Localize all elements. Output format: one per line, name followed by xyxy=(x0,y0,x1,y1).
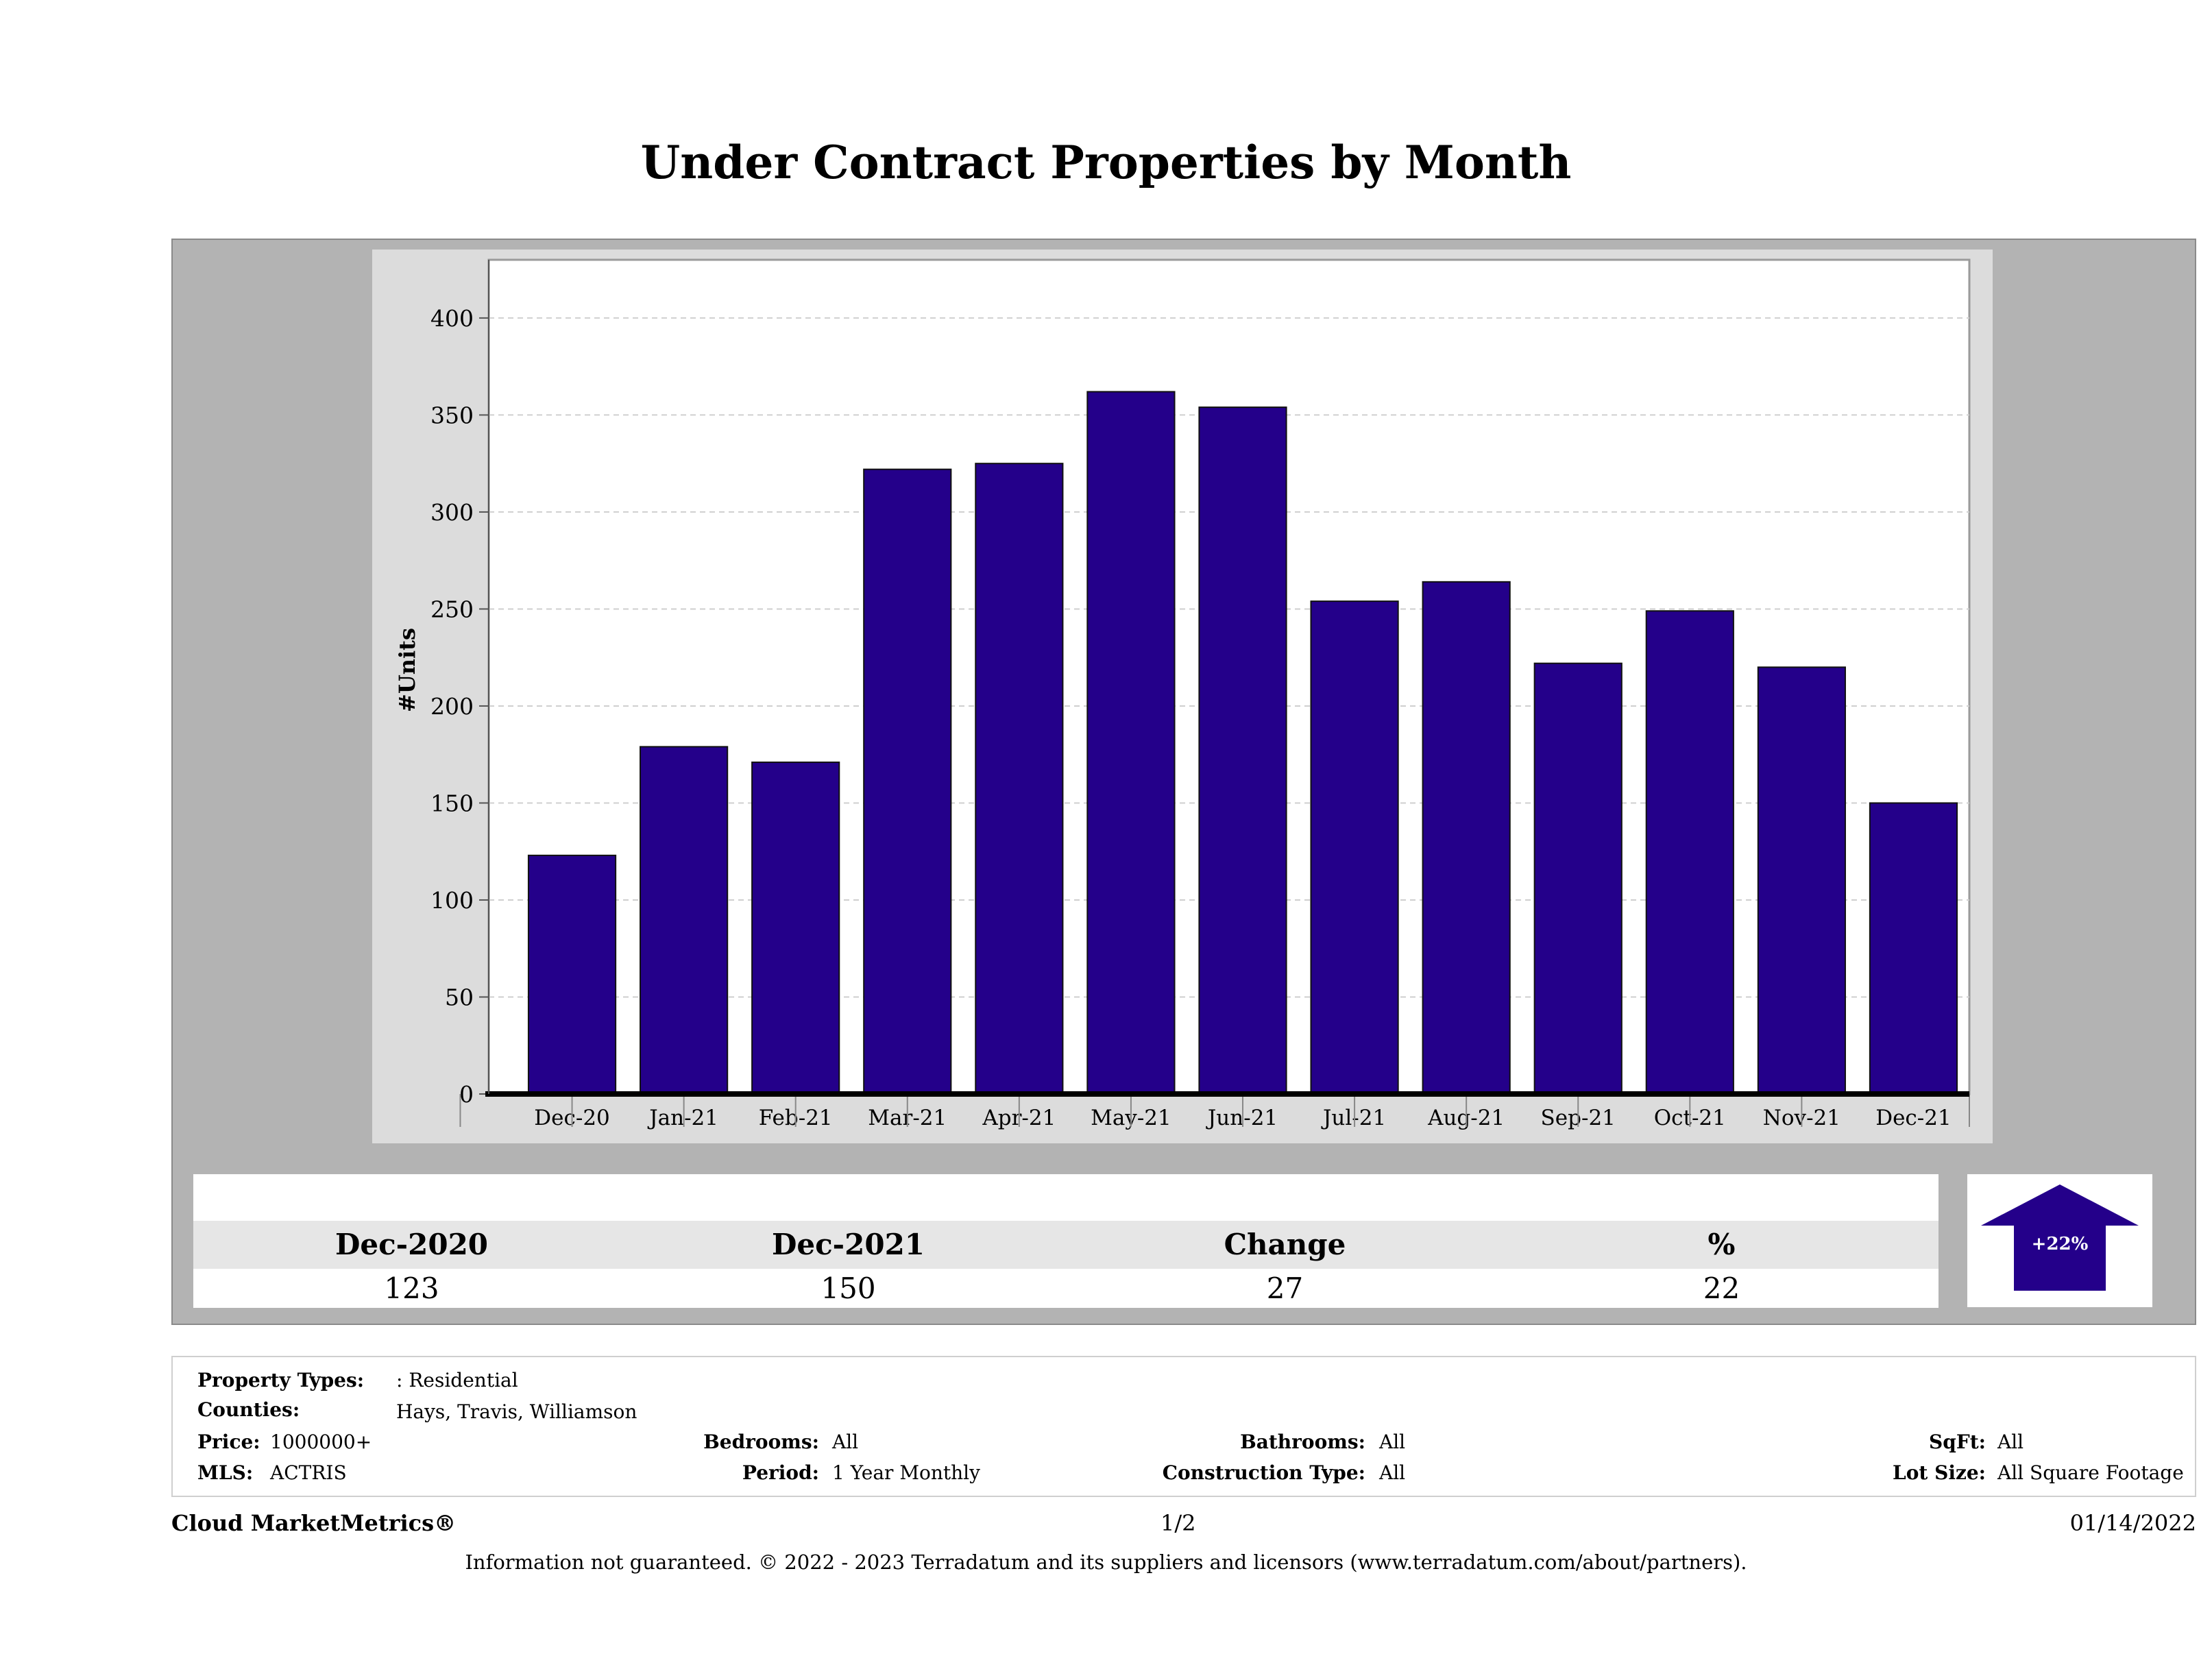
brand-name: Cloud MarketMetrics® xyxy=(171,1510,457,1536)
bathrooms-label: Bathrooms: xyxy=(1240,1431,1365,1453)
summary-value-row: 123 150 27 22 xyxy=(193,1269,1938,1308)
summary-value-percent: 22 xyxy=(1703,1272,1740,1305)
lot-size-value: All Square Footage xyxy=(1997,1461,2184,1484)
summary-blank-row xyxy=(193,1174,1938,1221)
bedrooms-label: Bedrooms: xyxy=(703,1431,819,1453)
chart-title: Under Contract Properties by Month xyxy=(640,136,1572,189)
summary-header-percent: % xyxy=(1707,1228,1736,1261)
x-tick-label: Jul-21 xyxy=(1321,1106,1386,1130)
summary-value-start: 123 xyxy=(384,1272,439,1305)
bathrooms-value: All xyxy=(1379,1431,1406,1453)
bar xyxy=(751,762,840,1095)
x-tick-label: Jan-21 xyxy=(647,1106,718,1130)
mls-value: ACTRIS xyxy=(270,1461,347,1484)
report-date: 01/14/2022 xyxy=(2069,1510,2196,1536)
y-tick-label: 150 xyxy=(430,790,474,816)
bar xyxy=(1533,662,1622,1095)
up-arrow-icon: +22% xyxy=(1981,1184,2139,1291)
bar xyxy=(1869,802,1958,1095)
summary-table: Dec-2020 Dec-2021 Change % 123 150 27 22 xyxy=(193,1174,1938,1308)
x-tick-label: Jun-21 xyxy=(1206,1106,1278,1130)
y-axis-label: #Units xyxy=(394,628,420,712)
bar xyxy=(1645,610,1734,1095)
bar xyxy=(527,854,617,1095)
counties-value: Hays, Travis, Williamson xyxy=(396,1400,637,1423)
property-types-label: Property Types: xyxy=(197,1369,365,1391)
summary-header-change: Change xyxy=(1224,1228,1346,1261)
bar xyxy=(863,468,952,1095)
y-tick-label: 250 xyxy=(430,596,474,622)
y-tick-label: 50 xyxy=(445,984,474,1010)
counties-label: Counties: xyxy=(197,1398,300,1421)
y-tick-label: 350 xyxy=(430,402,474,428)
bar xyxy=(1310,600,1399,1095)
sqft-value: All xyxy=(1997,1431,2024,1453)
filter-panel xyxy=(171,1356,2196,1497)
sqft-label: SqFt: xyxy=(1929,1431,1986,1453)
y-tick-label: 300 xyxy=(430,499,474,526)
bar xyxy=(1757,666,1846,1095)
y-tick-label: 200 xyxy=(430,693,474,720)
summary-value-end: 150 xyxy=(821,1272,876,1305)
y-tick-label: 0 xyxy=(459,1081,474,1108)
lot-size-label: Lot Size: xyxy=(1893,1461,1986,1484)
summary-header-end: Dec-2021 xyxy=(771,1228,925,1261)
bedrooms-value: All xyxy=(832,1431,859,1453)
change-badge: +22% xyxy=(1967,1174,2152,1307)
price-value: 1000000+ xyxy=(270,1431,372,1453)
bar xyxy=(975,463,1064,1095)
bar xyxy=(640,746,729,1095)
x-tick-label: Dec-21 xyxy=(1875,1106,1951,1130)
mls-label: MLS: xyxy=(197,1461,254,1484)
y-tick-label: 100 xyxy=(430,887,474,914)
bar xyxy=(1198,406,1287,1095)
bar xyxy=(1422,581,1511,1095)
summary-value-change: 27 xyxy=(1266,1272,1304,1305)
construction-type-value: All xyxy=(1379,1461,1406,1484)
price-label: Price: xyxy=(197,1431,260,1453)
page-number: 1/2 xyxy=(1160,1510,1196,1536)
construction-type-label: Construction Type: xyxy=(1162,1461,1365,1484)
disclaimer: Information not guaranteed. © 2022 - 202… xyxy=(465,1551,1747,1574)
property-types-value: : Residential xyxy=(396,1369,518,1391)
change-badge-label: +22% xyxy=(2032,1234,2089,1254)
summary-header-row: Dec-2020 Dec-2021 Change % xyxy=(193,1221,1938,1269)
period-value: 1 Year Monthly xyxy=(832,1461,980,1484)
period-label: Period: xyxy=(742,1461,819,1484)
y-tick-label: 400 xyxy=(430,305,474,332)
summary-header-start: Dec-2020 xyxy=(335,1228,489,1261)
bar xyxy=(1086,391,1176,1095)
